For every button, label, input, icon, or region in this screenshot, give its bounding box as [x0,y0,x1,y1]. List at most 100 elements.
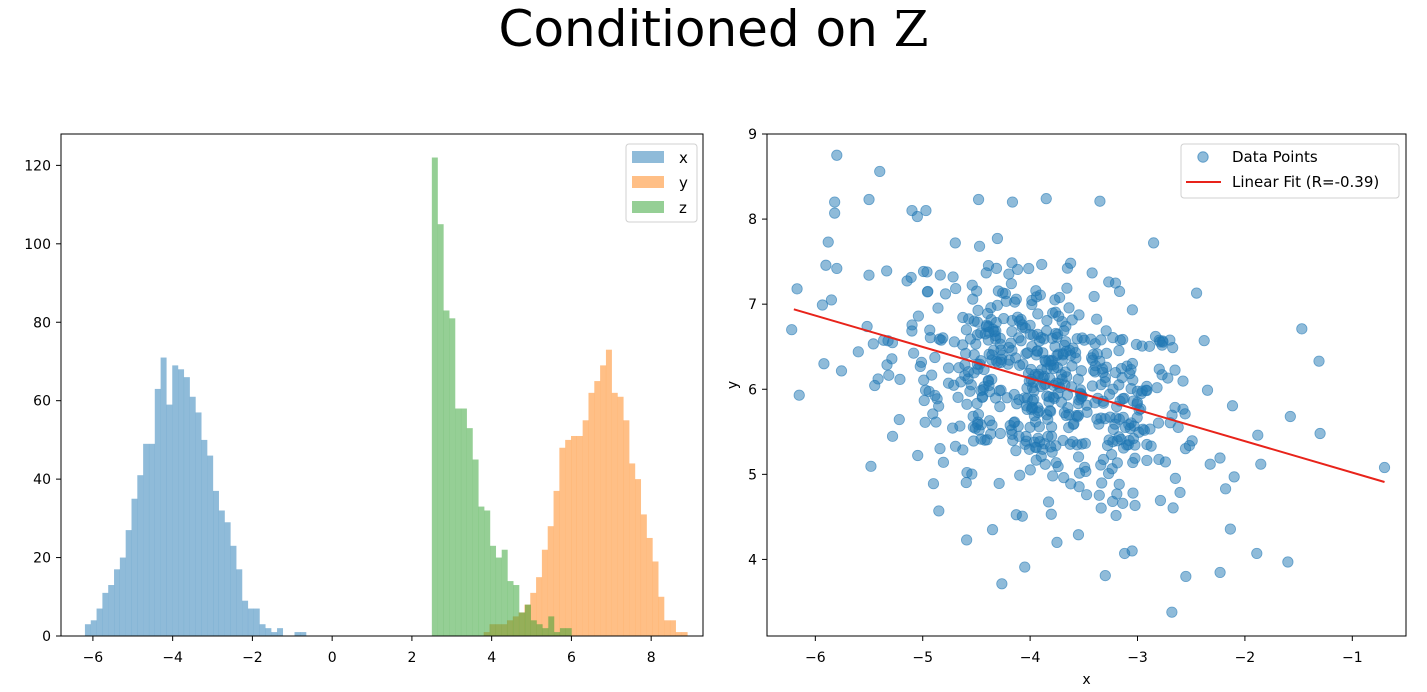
histogram-bar-y [617,396,624,636]
data-point [816,299,829,311]
data-point [1164,334,1176,346]
data-point [825,294,838,306]
data-point [1117,393,1129,405]
histogram-bar-y [623,420,630,636]
data-point [968,367,980,379]
histogram-bar-x [201,439,208,636]
data-point [952,391,964,403]
data-point [793,389,805,401]
data-point [1156,339,1168,351]
histogram-bar-y [675,632,682,636]
data-point [1296,323,1308,335]
data-point [1040,356,1052,368]
data-point [1113,478,1125,490]
data-point [1100,347,1113,359]
data-point [937,456,950,468]
histogram-bar-x [90,620,97,636]
data-point [1378,461,1391,474]
data-point [1081,399,1093,411]
y-tick-label: 80 [33,315,51,331]
data-point [1127,487,1139,499]
data-point [955,376,967,388]
data-point [1013,393,1025,406]
x-tick-label: −1 [1342,650,1363,666]
data-point [1014,469,1026,481]
data-point [1166,606,1178,618]
data-point [905,271,917,284]
x-tick-label: 0 [328,650,337,666]
histogram-bar-y [652,561,659,636]
data-point [818,358,830,370]
data-point [917,265,930,278]
title-variable: Z [893,0,929,58]
data-point [829,196,841,208]
x-tick-label: −4 [1020,650,1041,666]
data-point [1282,556,1294,568]
data-point [1067,342,1079,354]
legend-box [1180,143,1400,199]
data-point [932,302,944,314]
data-point [961,398,973,410]
data-point [1314,427,1326,440]
data-point [1010,509,1022,521]
data-point [1065,257,1077,269]
histogram-bar-y [605,349,612,636]
data-point [1100,325,1112,337]
data-point [1091,413,1103,425]
data-point [1091,313,1103,325]
data-point [1003,354,1015,366]
figure-title: Conditioned on Z [0,0,1427,58]
histogram-bar-z [490,545,497,636]
histogram-bar-x [242,600,249,636]
data-point [948,336,960,348]
y-axis-label: y [725,381,741,389]
histogram-bar-z [437,224,444,636]
histogram-bar-z [524,604,531,637]
histogram-bar-x [218,510,225,636]
legend-label-x: x [679,149,688,167]
histogram-bar-y [553,490,560,636]
data-point [1049,341,1061,353]
data-point [886,430,899,442]
data-point [1053,291,1066,304]
histogram-bar-z [542,628,549,636]
data-point [1226,400,1239,412]
y-tick-label: 0 [42,629,51,645]
legend-marker-points [1197,151,1209,163]
data-point [1045,441,1057,453]
data-point [1030,349,1042,361]
data-point [922,285,934,298]
data-point [1062,402,1074,414]
data-point [1047,470,1059,482]
data-point [912,449,924,462]
data-point [1177,375,1189,387]
data-point [1107,423,1119,435]
data-point [1180,570,1192,583]
x-tick-label: 6 [567,650,576,666]
histogram-bar-y [530,592,537,636]
data-point [1086,267,1098,279]
data-point [1050,327,1062,340]
histogram-bar-z [565,628,572,636]
data-point [1151,382,1163,394]
data-point [1024,421,1036,433]
data-point [852,346,864,358]
histogram-bar-x [213,490,219,636]
data-point [915,356,928,368]
data-point [886,353,898,365]
data-point [1089,338,1101,350]
data-point [1152,417,1165,429]
histogram-bar-x [108,585,115,636]
x-tick-label: −2 [242,650,263,666]
data-point [865,460,877,472]
data-point [924,324,936,336]
data-point [1110,509,1122,522]
histogram-bar-y [658,596,665,636]
y-tick-label: 9 [748,127,757,143]
histogram-bar-z [501,549,508,636]
data-point [1251,547,1263,560]
legend-swatch-x [632,151,664,163]
data-point [975,327,987,339]
data-point [1106,448,1118,461]
